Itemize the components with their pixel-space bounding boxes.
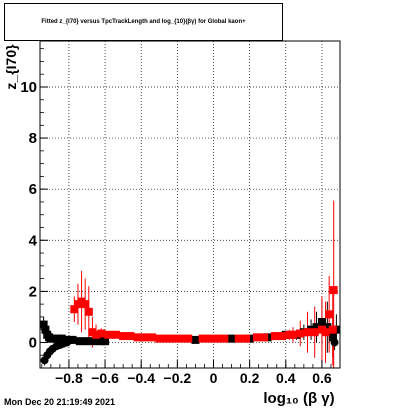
data-point-square <box>296 329 305 338</box>
data-point-circle <box>330 338 339 347</box>
data-point-square <box>133 333 142 342</box>
data-point-square <box>234 334 243 343</box>
x-tick-label: 0.6 <box>312 370 332 386</box>
data-point-square <box>111 330 120 339</box>
grid-lines <box>40 41 340 368</box>
data-point-square <box>70 305 79 314</box>
y-axis-label: z_{I70} <box>3 44 19 90</box>
data-point-square <box>126 332 135 341</box>
chart-title-box: Fitted z_{I70} versus TpcTrackLength and… <box>4 3 283 41</box>
y-tick-label: 10 <box>20 79 37 96</box>
data-point-square <box>39 320 48 329</box>
data-points <box>39 286 341 365</box>
x-axis-label: log₁₀ (β γ) <box>263 390 334 407</box>
data-point-square <box>329 286 338 295</box>
data-point-square <box>68 335 77 344</box>
data-point-square <box>252 333 261 342</box>
data-point-square <box>303 328 312 337</box>
data-point-square <box>81 300 90 309</box>
data-point-square <box>227 334 236 343</box>
data-point-square <box>325 310 334 319</box>
data-point-square <box>242 334 251 343</box>
data-point-square <box>184 334 193 343</box>
x-tick-label: −0.8 <box>55 370 83 386</box>
data-point-square <box>140 333 149 342</box>
y-tick-label: 8 <box>29 130 37 147</box>
x-tick-label: −0.2 <box>164 370 192 386</box>
data-point-square <box>41 325 50 334</box>
data-point-square <box>328 333 337 342</box>
x-tick-label: 0.2 <box>240 370 260 386</box>
data-point-square <box>310 328 319 337</box>
x-tick-label: −0.6 <box>91 370 119 386</box>
y-axis-label-text: z_{I70} <box>3 44 19 90</box>
data-point-square <box>205 334 214 343</box>
data-point-square <box>328 325 337 334</box>
data-point-square <box>101 337 110 346</box>
x-axis-label-text: log₁₀ (β γ) <box>263 390 334 407</box>
data-point-square <box>260 333 269 342</box>
y-tick-label: 2 <box>29 283 37 300</box>
data-point-square <box>317 318 326 327</box>
data-point-square <box>191 335 200 344</box>
y-tick-label: 4 <box>29 232 38 249</box>
data-point-square <box>155 334 164 343</box>
data-point-square <box>97 329 106 338</box>
data-point-square <box>82 337 91 346</box>
plot-frame <box>39 40 341 369</box>
data-point-square <box>270 332 279 341</box>
timestamp-footer: Mon Dec 20 21:19:49 2021 <box>4 397 116 407</box>
data-point-square <box>148 333 157 342</box>
y-tick-label: 6 <box>29 181 37 198</box>
data-point-square <box>90 337 99 346</box>
data-point-square <box>198 334 207 343</box>
chart-title: Fitted z_{I70} versus TpcTrackLength and… <box>41 19 246 25</box>
data-point-circle <box>63 338 72 347</box>
data-point-square <box>278 332 287 341</box>
data-point-square <box>169 334 178 343</box>
data-point-square <box>104 330 113 339</box>
data-point-square <box>289 330 298 339</box>
data-point-square <box>321 328 330 337</box>
x-tick-label: 0.4 <box>276 370 296 386</box>
data-point-square <box>312 323 321 332</box>
x-tick-label: 0 <box>210 370 218 386</box>
data-point-square <box>213 334 222 343</box>
data-point-square <box>162 334 171 343</box>
data-point-square <box>220 334 229 343</box>
data-point-square <box>92 330 101 339</box>
y-tick-label: 0 <box>29 334 37 351</box>
data-point-square <box>84 307 93 316</box>
data-point-square <box>323 323 332 332</box>
data-point-square <box>176 334 185 343</box>
data-point-square <box>75 337 84 346</box>
data-point-square <box>119 332 128 341</box>
axis-ticks: −0.8 −0.6 −0.4 −0.2 0 0.2 0.4 0.6 0 2 4 6 8 10 <box>20 48 332 386</box>
x-tick-label: −0.4 <box>127 370 155 386</box>
